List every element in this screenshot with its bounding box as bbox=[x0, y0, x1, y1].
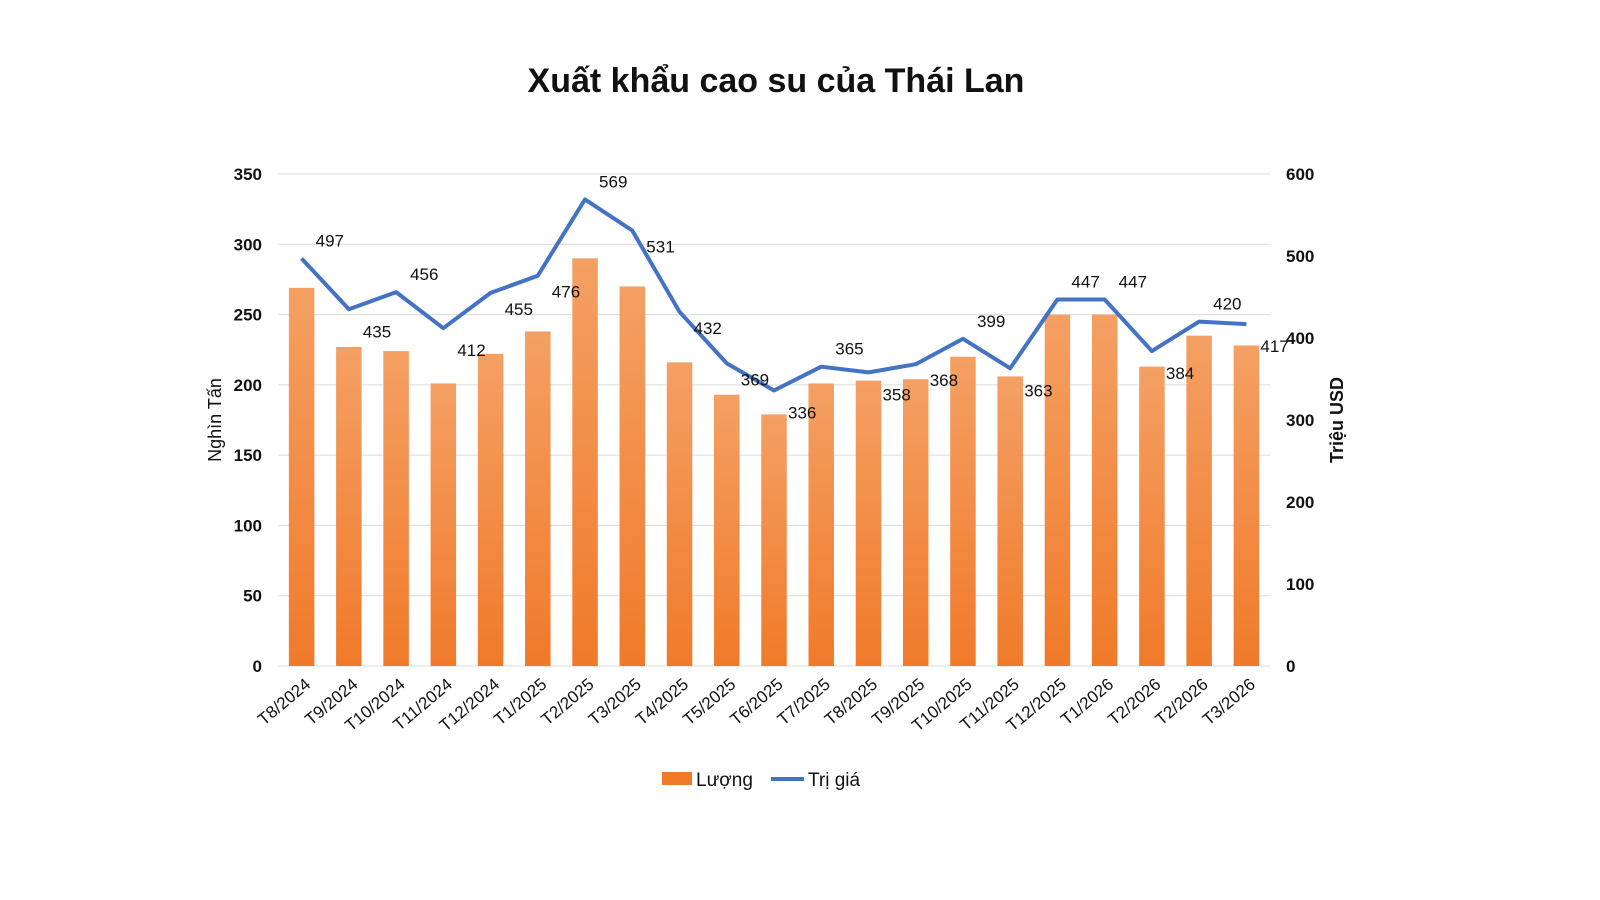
bar bbox=[336, 346, 362, 666]
line-data-label: 476 bbox=[552, 283, 580, 302]
bar bbox=[1139, 366, 1165, 666]
y2-tick-label: 300 bbox=[1286, 411, 1314, 430]
y2-axis-title: Triệu USD bbox=[1327, 377, 1347, 463]
line-data-label: 447 bbox=[1071, 272, 1099, 291]
x-tick-label: T3/2026 bbox=[1199, 675, 1259, 730]
line-data-label: 399 bbox=[977, 312, 1005, 331]
x-tick-label: T6/2025 bbox=[727, 675, 787, 730]
x-tick-label: T2/2026 bbox=[1152, 675, 1212, 730]
line-data-label: 455 bbox=[505, 300, 533, 319]
bar bbox=[855, 380, 882, 666]
y2-tick-label: 600 bbox=[1286, 165, 1314, 184]
x-tick-label: T1/2025 bbox=[490, 675, 550, 730]
y-tick-label: 300 bbox=[234, 235, 262, 254]
line-data-label: 531 bbox=[646, 238, 674, 257]
line-data-label: 447 bbox=[1119, 272, 1147, 291]
data-labels: 497 435 456 412 455 476 569 531 432 369 336 365 358 3… bbox=[316, 172, 1289, 422]
y2-tick-label: 400 bbox=[1286, 329, 1314, 348]
y-tick-label: 150 bbox=[234, 446, 262, 465]
bar bbox=[997, 376, 1023, 666]
line-series bbox=[300, 197, 1247, 393]
bar bbox=[714, 394, 740, 666]
line-data-label: 384 bbox=[1166, 364, 1194, 383]
y-tick-label: 50 bbox=[243, 587, 262, 606]
x-tick-label: T8/2024 bbox=[254, 675, 314, 730]
x-tick-label: T4/2025 bbox=[632, 675, 692, 730]
line-path bbox=[300, 197, 1247, 393]
line-data-label: 497 bbox=[316, 231, 344, 250]
x-tick-label: T2/2026 bbox=[1104, 675, 1164, 730]
line-data-label: 368 bbox=[930, 371, 958, 390]
y2-tick-label: 500 bbox=[1286, 247, 1314, 266]
bar bbox=[902, 379, 929, 666]
legend-label-bar: Lượng bbox=[696, 770, 753, 791]
x-tick-label: T1/2026 bbox=[1057, 675, 1117, 730]
bar bbox=[950, 356, 976, 666]
line-data-label: 569 bbox=[599, 172, 627, 191]
bar bbox=[383, 351, 409, 666]
line-data-label: 432 bbox=[694, 319, 722, 338]
x-tick-label: T7/2025 bbox=[774, 675, 834, 730]
bar bbox=[477, 353, 504, 666]
line-data-label: 358 bbox=[882, 385, 910, 404]
line-data-label: 336 bbox=[788, 403, 816, 422]
y2-tick-label: 100 bbox=[1286, 575, 1314, 594]
line-data-label: 412 bbox=[457, 341, 485, 360]
line-data-label: 365 bbox=[835, 340, 863, 359]
line-data-label: 363 bbox=[1024, 381, 1052, 400]
y-tick-label: 350 bbox=[234, 165, 262, 184]
bar bbox=[761, 414, 787, 666]
bar-series bbox=[288, 258, 1260, 666]
y-tick-label: 200 bbox=[234, 376, 262, 395]
line-data-label: 417 bbox=[1260, 337, 1288, 356]
bar bbox=[525, 331, 551, 666]
bar bbox=[1186, 335, 1212, 666]
legend-swatch-bar bbox=[662, 772, 692, 785]
bar bbox=[619, 286, 646, 666]
bar bbox=[288, 287, 315, 666]
bar bbox=[1233, 345, 1260, 666]
bar bbox=[1091, 314, 1118, 666]
bar bbox=[572, 258, 598, 666]
x-tick-label: T5/2025 bbox=[679, 675, 739, 730]
bar bbox=[666, 362, 693, 666]
y2-tick-label: 0 bbox=[1286, 657, 1295, 676]
y-tick-label: 100 bbox=[234, 516, 262, 535]
x-tick-label: T2/2025 bbox=[538, 675, 598, 730]
bar bbox=[430, 383, 457, 666]
line-data-label: 369 bbox=[741, 370, 769, 389]
y-tick-label: 250 bbox=[234, 306, 262, 325]
y2-tick-label: 200 bbox=[1286, 493, 1314, 512]
legend: Lượng Trị giá bbox=[662, 770, 861, 791]
x-tick-label: T8/2025 bbox=[821, 675, 881, 730]
bar bbox=[808, 383, 834, 666]
bar bbox=[1044, 314, 1071, 666]
y-axis-title: Nghìn Tấn bbox=[205, 378, 225, 462]
x-tick-label: T3/2025 bbox=[585, 675, 645, 730]
line-data-label: 456 bbox=[410, 265, 438, 284]
chart-title: Xuất khẩu cao su của Thái Lan bbox=[527, 62, 1025, 100]
line-data-label: 420 bbox=[1213, 295, 1241, 314]
legend-label-line: Trị giá bbox=[808, 770, 861, 791]
line-data-label: 435 bbox=[363, 322, 391, 341]
y-tick-label: 0 bbox=[253, 657, 262, 676]
